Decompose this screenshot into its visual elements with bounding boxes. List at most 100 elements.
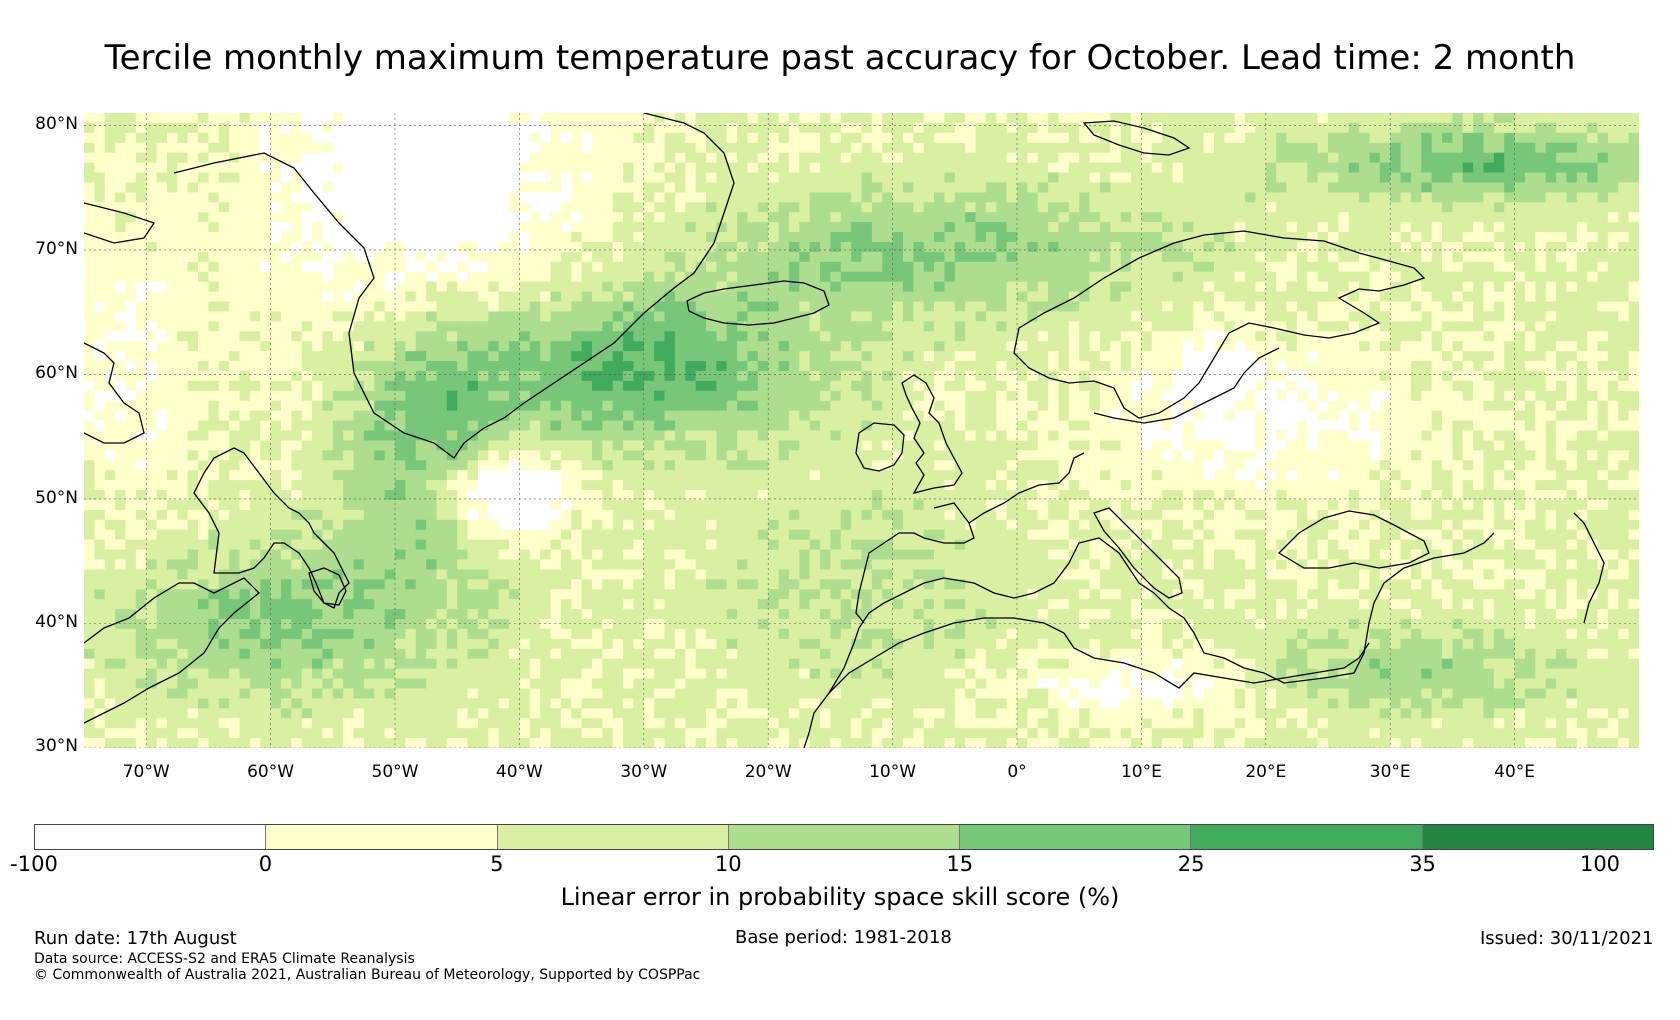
skill-cell: [726, 251, 738, 263]
skill-cell: [1514, 430, 1526, 442]
skill-cell: [467, 341, 479, 352]
skill-cell: [498, 172, 510, 184]
skill-cell: [1514, 400, 1526, 412]
skill-cell: [218, 400, 230, 412]
skill-cell: [1348, 212, 1360, 223]
skill-cell: [1607, 182, 1619, 193]
skill-cell: [1110, 172, 1122, 184]
skill-cell: [270, 232, 282, 243]
skill-cell: [1379, 331, 1391, 342]
skill-cell: [820, 142, 831, 154]
skill-cell: [1576, 301, 1588, 313]
skill-cell: [674, 251, 686, 263]
skill-cell: [125, 430, 137, 442]
skill-cell: [944, 251, 956, 263]
skill-cell: [1369, 222, 1381, 233]
skill-cell: [799, 152, 811, 164]
skill-cell: [1037, 361, 1049, 372]
skill-cell: [591, 261, 603, 273]
skill-cell: [1110, 370, 1122, 382]
skill-cell: [1006, 113, 1018, 124]
skill-cell: [1307, 430, 1319, 442]
skill-cell: [177, 152, 189, 164]
skill-cell: [498, 361, 510, 372]
skill-cell: [560, 142, 572, 154]
skill-cell: [1234, 251, 1246, 263]
skill-cell: [623, 430, 635, 442]
skill-cell: [643, 301, 655, 313]
skill-cell: [1576, 152, 1588, 164]
skill-cell: [768, 281, 780, 293]
skill-cell: [623, 361, 635, 372]
skill-cell: [685, 341, 697, 352]
skill-cell: [716, 172, 728, 184]
skill-cell: [270, 321, 282, 332]
skill-cell: [1462, 251, 1474, 263]
skill-cell: [840, 192, 852, 203]
skill-cell: [1027, 361, 1039, 372]
skill-cell: [1597, 212, 1609, 223]
skill-cell: [498, 420, 510, 432]
skill-cell: [540, 370, 552, 382]
skill-cell: [1483, 271, 1495, 283]
skill-cell: [1141, 281, 1153, 293]
skill-cell: [343, 400, 355, 412]
skill-cell: [830, 430, 842, 442]
skill-cell: [426, 182, 438, 193]
skill-cell: [737, 400, 749, 412]
skill-cell: [1431, 132, 1443, 144]
skill-cell: [239, 311, 251, 322]
skill-cell: [1068, 301, 1080, 313]
skill-cell: [187, 212, 199, 223]
skill-cell: [654, 182, 666, 193]
skill-cell: [405, 142, 417, 154]
skill-cell: [1524, 331, 1536, 342]
skill-cell: [1162, 390, 1174, 402]
skill-cell: [633, 370, 645, 382]
skill-cell: [892, 212, 904, 223]
skill-cell: [1234, 192, 1246, 203]
skill-cell: [1131, 132, 1142, 144]
skill-cell: [301, 113, 313, 124]
skill-cell: [1535, 192, 1547, 203]
skill-cell: [778, 212, 790, 223]
skill-cell: [1058, 251, 1070, 263]
skill-cell: [633, 380, 645, 392]
skill-cell: [166, 301, 178, 313]
skill-cell: [1089, 162, 1101, 174]
skill-cell: [239, 380, 251, 392]
skill-cell: [363, 202, 375, 213]
skill-cell: [457, 222, 469, 233]
skill-cell: [84, 420, 95, 432]
skill-cell: [146, 251, 158, 263]
skill-cell: [1400, 132, 1412, 144]
skill-cell: [1027, 232, 1039, 243]
skill-cell: [477, 420, 489, 432]
skill-cell: [1607, 212, 1619, 223]
skill-cell: [1027, 430, 1039, 442]
skill-cell: [1182, 271, 1194, 283]
skill-cell: [260, 390, 272, 402]
skill-cell: [1566, 410, 1578, 422]
skill-cell: [1245, 241, 1257, 253]
skill-cell: [591, 390, 603, 402]
skill-cell: [602, 301, 614, 313]
skill-cell: [312, 370, 324, 382]
skill-cell: [270, 172, 282, 184]
skill-cell: [540, 222, 552, 233]
skill-cell: [1099, 400, 1111, 412]
skill-cell: [1421, 410, 1433, 422]
skill-cell: [602, 122, 614, 134]
skill-cell: [84, 271, 95, 283]
skill-cell: [602, 251, 614, 263]
skill-cell: [177, 232, 189, 243]
skill-cell: [1504, 202, 1516, 213]
skill-cell: [1265, 420, 1277, 432]
skill-cell: [1245, 113, 1257, 124]
skill-cell: [778, 321, 790, 332]
skill-cell: [716, 281, 728, 293]
skill-cell: [1307, 152, 1319, 164]
skill-cell: [591, 202, 603, 213]
skill-cell: [166, 410, 178, 422]
skill-cell: [861, 192, 873, 203]
